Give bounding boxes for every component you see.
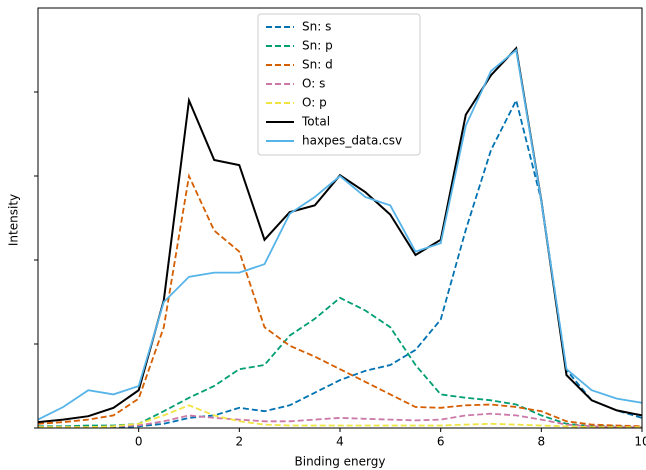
x-axis-label: Binding energy (295, 455, 386, 469)
legend-label: Sn: d (302, 58, 333, 72)
x-tick-label: 6 (437, 435, 445, 449)
x-tick-label: 10 (634, 435, 646, 449)
series-line (37, 172, 643, 428)
legend-box (257, 13, 421, 156)
legend-label: Sn: s (302, 20, 331, 34)
plot-frame (37, 7, 643, 429)
legend-label: Total (301, 115, 330, 129)
legend-label: O: s (302, 77, 325, 91)
x-tick-label: 8 (538, 435, 546, 449)
legend-label: O: p (302, 96, 327, 110)
series-line (38, 296, 643, 429)
x-tick-label: 0 (135, 435, 143, 449)
x-tick-label: 2 (236, 435, 244, 449)
series-line (38, 404, 642, 429)
series-line (37, 48, 643, 421)
series-line (38, 412, 642, 429)
y-axis-label: Intensity (7, 194, 21, 246)
x-tick-label: 4 (336, 435, 344, 449)
legend-label: haxpes_data.csv (302, 134, 402, 148)
legend-label: Sn: p (302, 39, 333, 53)
